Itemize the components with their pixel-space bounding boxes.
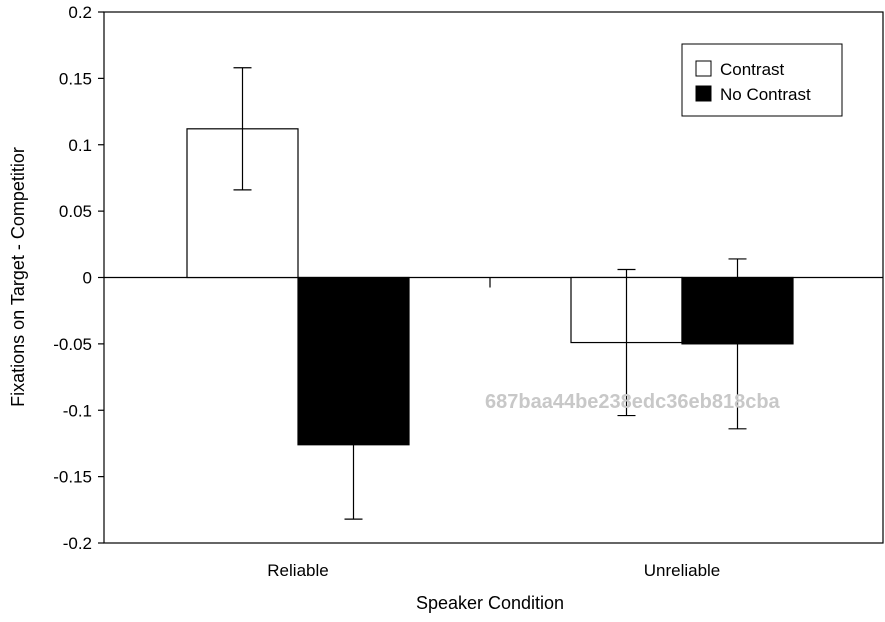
legend-swatch-no-contrast	[695, 85, 712, 102]
legend-label-contrast: Contrast	[720, 60, 785, 79]
x-category-label-reliable: Reliable	[267, 561, 328, 580]
y-tick-label: -0.15	[53, 468, 92, 487]
error-bars-group	[233, 67, 747, 520]
error-bar	[233, 67, 252, 191]
error-bar	[617, 268, 636, 417]
y-tick-label: 0.05	[59, 202, 92, 221]
legend-swatch-contrast	[695, 60, 712, 77]
error-bar	[728, 258, 747, 430]
y-tick-label: 0.2	[68, 3, 92, 22]
watermark: 687baa44be238edc36eb818cba	[485, 391, 781, 413]
x-axis-categories: Reliable Unreliable	[267, 277, 721, 580]
y-axis-ticks: 0.2 0.15 0.1 0.05 0 -0.05 -0.1 -0.15 -0.2	[53, 3, 104, 553]
y-tick-label: 0.15	[59, 69, 92, 88]
y-tick-label: -0.1	[63, 401, 92, 420]
legend-label-no-contrast: No Contrast	[720, 85, 811, 104]
x-axis-title: Speaker Condition	[416, 593, 564, 613]
y-tick-label: 0	[83, 269, 92, 288]
legend-box	[681, 43, 843, 117]
y-tick-label: -0.2	[63, 534, 92, 553]
x-category-label-unreliable: Unreliable	[644, 561, 721, 580]
legend: Contrast No Contrast	[681, 43, 843, 117]
y-tick-label: 0.1	[68, 136, 92, 155]
y-tick-label: -0.05	[53, 335, 92, 354]
error-bar	[344, 369, 363, 520]
y-axis-title: Fixations on Target - Competitior	[8, 147, 28, 407]
